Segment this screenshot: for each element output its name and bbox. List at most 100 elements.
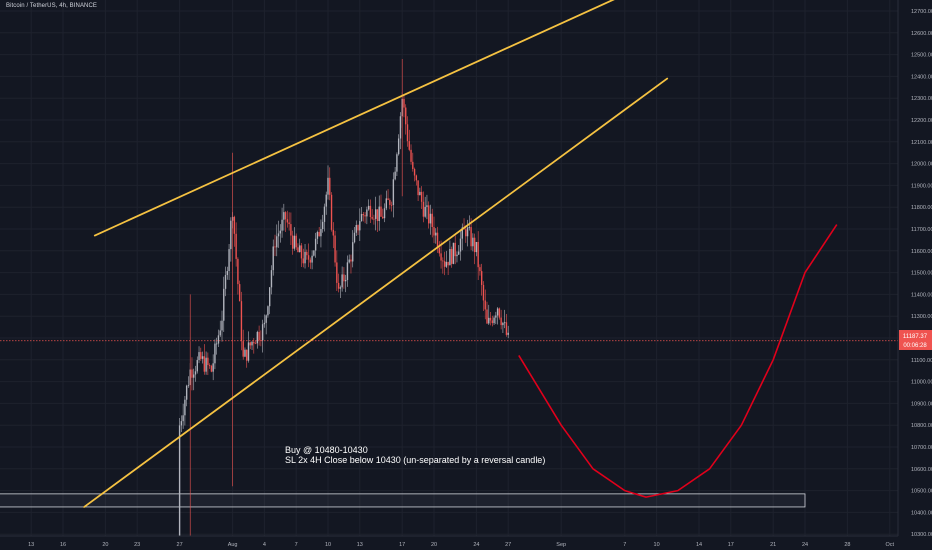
candle-body	[307, 255, 310, 260]
price-tick-label: 10300.00	[911, 532, 932, 538]
candle-body	[210, 365, 213, 372]
candle-body	[300, 245, 303, 259]
candle-body	[193, 374, 195, 378]
grid	[0, 0, 898, 536]
candle-body	[291, 235, 294, 249]
candle-body	[212, 363, 214, 372]
time-tick-label: 10	[325, 542, 331, 548]
time-tick-label: 14	[696, 542, 702, 548]
price-tick-label: 12500.00	[911, 53, 932, 59]
candle-body	[378, 206, 380, 221]
time-tick-label: 20	[102, 542, 108, 548]
candle-body	[496, 308, 499, 316]
candle-body	[313, 250, 315, 256]
candle-body	[330, 194, 333, 230]
time-tick-label: Aug	[228, 542, 238, 548]
price-tick-label: 11100.00	[911, 358, 932, 364]
candle-body	[272, 246, 274, 271]
candle-body	[249, 342, 251, 346]
price-tick-label: 11600.00	[911, 249, 932, 255]
projection-curve	[518, 224, 838, 498]
candle-body	[355, 225, 357, 233]
candle-body	[196, 360, 198, 372]
trade-annotation[interactable]: Buy @ 10480-10430 SL 2x 4H Close below 1…	[285, 445, 545, 465]
candle-body	[203, 356, 206, 372]
price-tick-label: 11800.00	[911, 205, 932, 211]
candle-body	[270, 270, 273, 288]
candle-body	[397, 138, 400, 155]
candle-body	[431, 213, 433, 228]
candle-body	[288, 222, 290, 225]
candle-body	[412, 161, 414, 170]
candle-body	[390, 204, 393, 206]
candle-body	[323, 206, 326, 222]
candle-body	[224, 275, 227, 289]
candle-body	[371, 217, 373, 219]
candle-body	[440, 253, 442, 261]
candle-body	[503, 322, 506, 324]
candle-body	[479, 267, 481, 272]
time-tick-label: 4	[263, 542, 266, 548]
candle-body	[408, 141, 410, 150]
candle-body	[283, 212, 285, 220]
time-tick-label: 24	[802, 542, 808, 548]
price-axis[interactable]	[898, 0, 932, 550]
candle-body	[337, 282, 340, 289]
candle-body	[459, 238, 462, 252]
candle-body	[201, 356, 204, 359]
countdown-value: 00:06:28	[903, 343, 927, 349]
candle-body	[385, 198, 387, 209]
time-axis[interactable]	[0, 536, 932, 550]
candle-body	[410, 149, 412, 162]
time-tick-label: 7	[623, 542, 626, 548]
price-tick-label: 11400.00	[911, 292, 932, 298]
candle-body	[325, 194, 327, 207]
candle-body	[339, 287, 342, 289]
candle-body	[269, 287, 271, 307]
price-tick-label: 10500.00	[911, 489, 932, 495]
candle-body	[295, 235, 297, 248]
candle-body	[466, 227, 469, 237]
price-tick-label: 12700.00	[911, 9, 932, 15]
candle-body	[334, 235, 336, 263]
candle-body	[297, 247, 299, 253]
time-tick-label: 21	[770, 542, 776, 548]
projection[interactable]	[518, 224, 838, 498]
support-zone[interactable]	[0, 493, 806, 508]
candle-body	[327, 177, 329, 195]
candle-body	[240, 301, 243, 342]
candle-body	[424, 206, 426, 217]
price-tick-label: 12400.00	[911, 74, 932, 80]
support-zone-rect	[0, 493, 806, 508]
channel-lines[interactable]	[83, 0, 669, 508]
candle-body	[458, 251, 460, 255]
candle-body	[396, 154, 398, 172]
candle-body	[445, 261, 448, 267]
candle-body	[184, 399, 186, 416]
price-tick-label: 10800.00	[911, 423, 932, 429]
candle-body	[415, 175, 418, 181]
time-tick-label: 23	[134, 542, 140, 548]
price-tick-label: 12000.00	[911, 162, 932, 168]
candle-body	[422, 201, 425, 217]
candle-body	[247, 342, 250, 361]
candle-body	[318, 232, 320, 237]
price-tick-label: 11900.00	[911, 183, 932, 189]
candle-body	[322, 221, 324, 230]
candle-body	[228, 249, 230, 272]
candle-body	[265, 315, 267, 323]
candle-body	[498, 308, 501, 318]
candle-body	[447, 261, 449, 266]
symbol-title[interactable]: Bitcoin / TetherUS, 4h, BINANCE	[6, 3, 98, 9]
candle-body	[360, 214, 363, 222]
candle-body	[403, 98, 405, 108]
candle-body	[470, 227, 472, 247]
candle-body	[475, 241, 478, 253]
candle-body	[477, 241, 479, 268]
time-tick-label: 27	[505, 542, 511, 548]
price-tick-label: 11500.00	[911, 271, 932, 277]
candle-body	[380, 206, 382, 217]
price-tick-label: 10600.00	[911, 467, 932, 473]
price-tick-label: 10900.00	[911, 401, 932, 407]
